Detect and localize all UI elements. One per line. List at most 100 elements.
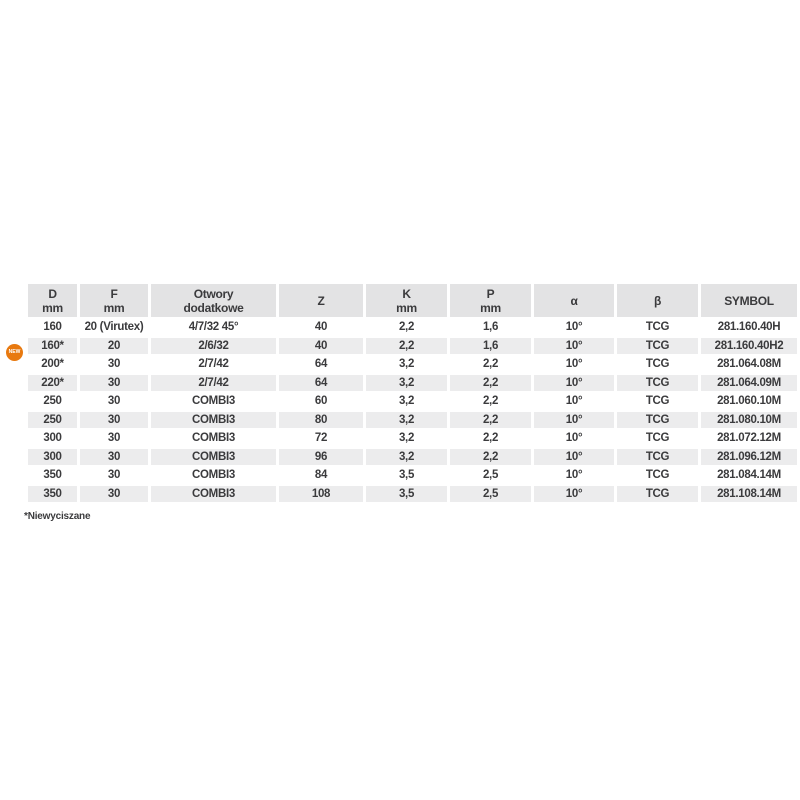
table-cell: 60	[279, 393, 363, 410]
table-cell: 30	[80, 411, 148, 428]
table-cell: 3,5	[366, 467, 447, 484]
table-cell: 2/6/32	[151, 337, 276, 354]
table-cell: 64	[279, 374, 363, 391]
table-cell: TCG	[617, 319, 698, 336]
table-cell: 3,2	[366, 356, 447, 373]
new-badge-label: NEW	[8, 349, 21, 355]
footnote: *Niewyciszane	[24, 511, 91, 522]
table-cell: 84	[279, 467, 363, 484]
table-row: 300 30 COMBI3 96 3,2 2,2 10° TCG 281.096.12M	[28, 448, 797, 465]
column-header: Otwory dodatkowe	[151, 284, 276, 317]
table-cell: 250	[28, 411, 77, 428]
table-cell: 40	[279, 337, 363, 354]
table-cell: 10°	[534, 337, 614, 354]
table-cell: 250	[28, 393, 77, 410]
table-cell: 2,2	[450, 393, 531, 410]
column-header-label: D	[48, 286, 57, 301]
table-cell: 281.108.14M	[701, 485, 797, 502]
column-header-unit: mm	[396, 300, 417, 315]
table-cell: TCG	[617, 467, 698, 484]
table-cell: 2,2	[450, 448, 531, 465]
table-row: 300 30 COMBI3 72 3,2 2,2 10° TCG 281.072.12M	[28, 430, 797, 447]
table-cell: 2,2	[366, 337, 447, 354]
table-cell: COMBI3	[151, 411, 276, 428]
table-cell: TCG	[617, 393, 698, 410]
table-cell: 96	[279, 448, 363, 465]
table-cell: 350	[28, 467, 77, 484]
table-cell: 10°	[534, 374, 614, 391]
table-cell: 1,6	[450, 319, 531, 336]
table-cell: 1,6	[450, 337, 531, 354]
column-header-label: P	[486, 286, 495, 301]
column-header-label: α	[570, 293, 578, 308]
column-header-label: K	[402, 286, 411, 301]
table-cell: 3,2	[366, 393, 447, 410]
table-cell: TCG	[617, 448, 698, 465]
table-cell: 281.160.40H	[701, 319, 797, 336]
column-header: SYMBOL	[701, 284, 797, 317]
table-cell: 2,5	[450, 467, 531, 484]
table-row: 200* 30 2/7/42 64 3,2 2,2 10° TCG 281.064.08M	[28, 356, 797, 373]
table-cell: 281.096.12M	[701, 448, 797, 465]
table-cell: TCG	[617, 356, 698, 373]
column-header-unit: mm	[103, 300, 125, 315]
table-cell: 3,2	[366, 448, 447, 465]
table-row: 220* 30 2/7/42 64 3,2 2,2 10° TCG 281.064.09M	[28, 374, 797, 391]
column-header: β	[617, 284, 698, 317]
table-cell: 30	[80, 356, 148, 373]
table-cell: 72	[279, 430, 363, 447]
new-product-badge-icon: NEW	[6, 344, 23, 361]
table-cell: 3,2	[366, 430, 447, 447]
table-cell: 300	[28, 448, 77, 465]
table-cell: TCG	[617, 337, 698, 354]
table-cell: 2,2	[450, 374, 531, 391]
table-cell: 30	[80, 393, 148, 410]
table-cell: 10°	[534, 430, 614, 447]
column-header-label: SYMBOL	[724, 293, 774, 308]
table-cell: 4/7/32 45°	[151, 319, 276, 336]
table-cell: 40	[279, 319, 363, 336]
table-cell: 200*	[28, 356, 77, 373]
table-row: 250 30 COMBI3 80 3,2 2,2 10° TCG 281.080.10M	[28, 411, 797, 428]
table-cell: 281.064.08M	[701, 356, 797, 373]
table-cell: TCG	[617, 411, 698, 428]
column-header: Z	[279, 284, 363, 317]
table-cell: 10°	[534, 411, 614, 428]
table-cell: TCG	[617, 485, 698, 502]
table-cell: 160*	[28, 337, 77, 354]
table-cell: 108	[279, 485, 363, 502]
table-row: 350 30 COMBI3 108 3,5 2,5 10° TCG 281.108.14M	[28, 485, 797, 502]
table-cell: 20 (Virutex)	[80, 319, 148, 336]
table-cell: TCG	[617, 374, 698, 391]
table-cell: 10°	[534, 467, 614, 484]
column-header: α	[534, 284, 614, 317]
table-cell: 80	[279, 411, 363, 428]
table-row: 160* 20 2/6/32 40 2,2 1,6 10° TCG 281.160.40H2	[28, 337, 797, 354]
table-cell: 10°	[534, 393, 614, 410]
table-cell: 10°	[534, 319, 614, 336]
table-cell: 30	[80, 467, 148, 484]
table-cell: 10°	[534, 448, 614, 465]
table-cell: 10°	[534, 485, 614, 502]
table-cell: 281.060.10M	[701, 393, 797, 410]
column-header-label: β	[653, 293, 662, 308]
table-cell: 30	[80, 485, 148, 502]
table-cell: 3,2	[366, 374, 447, 391]
table-cell: 64	[279, 356, 363, 373]
table-cell: 2,5	[450, 485, 531, 502]
table-cell: 2,2	[450, 430, 531, 447]
table-cell: 3,2	[366, 411, 447, 428]
column-header-label: Otwory	[193, 286, 234, 301]
table-cell: 220*	[28, 374, 77, 391]
table-cell: 3,5	[366, 485, 447, 502]
table-cell: 300	[28, 430, 77, 447]
table-row: 350 30 COMBI3 84 3,5 2,5 10° TCG 281.084.14M	[28, 467, 797, 484]
column-header-label: F	[110, 286, 118, 301]
table-cell: COMBI3	[151, 485, 276, 502]
